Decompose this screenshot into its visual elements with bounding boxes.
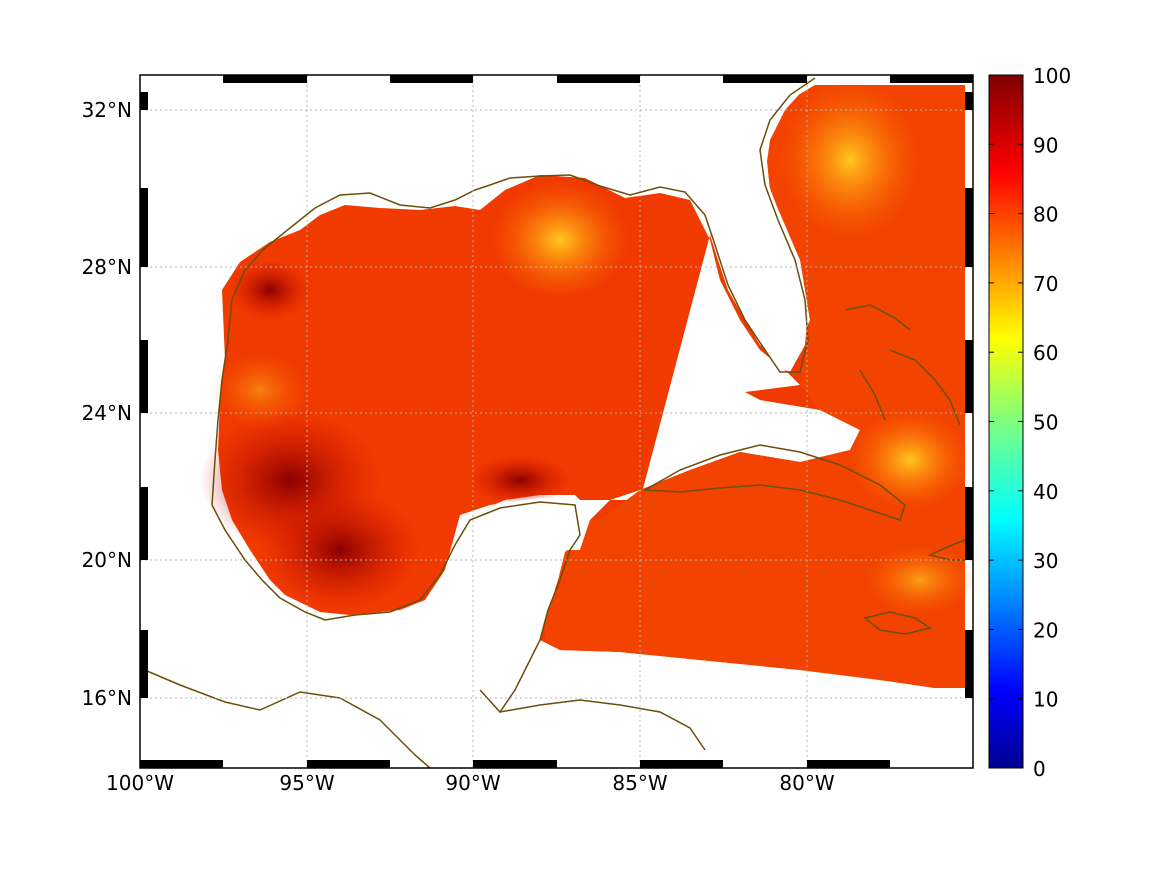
coastline-gulf-north [211, 77, 816, 506]
coastline-bahamas [844, 304, 961, 426]
lat-label-32n: 32°N [82, 98, 132, 122]
lon-label-100w: 100°W [106, 771, 174, 795]
light-spot-north-gulf [490, 180, 630, 300]
lat-label-16n: 16°N [82, 686, 132, 710]
coastline-honduras [499, 699, 706, 751]
yucatan-land [425, 498, 580, 690]
colorbar-tick-label: 100 [1033, 64, 1071, 88]
frame-seg-top-4 [723, 75, 807, 83]
colorbar-tick-label: 30 [1033, 549, 1058, 573]
lon-label-85w: 85°W [612, 771, 667, 795]
frame-seg-left-1 [140, 92, 148, 110]
lon-axis-labels: 100°W 95°W 90°W 85°W 80°W [106, 771, 835, 795]
frame-seg-right-5 [965, 630, 973, 698]
lat-label-24n: 24°N [82, 401, 132, 425]
florida-land [690, 85, 808, 372]
colorbar-tick-label: 10 [1033, 688, 1058, 712]
dark-spot-center [470, 455, 570, 505]
coastline-jamaica [863, 611, 932, 635]
frame-seg-top-3 [557, 75, 640, 83]
data-field [200, 80, 973, 688]
lat-axis-labels: 32°N 28°N 24°N 20°N 16°N [82, 98, 132, 710]
land-masks [425, 85, 808, 690]
colorbar-tick-label: 90 [1033, 133, 1058, 157]
light-spot-atlantic [780, 80, 920, 240]
frame-seg-top-1 [223, 75, 307, 83]
lon-label-90w: 90°W [445, 771, 500, 795]
light-spot-caribbean [865, 545, 973, 615]
light-spot-west [210, 350, 310, 430]
frame-seg-top-5 [890, 75, 973, 83]
dark-spot-nw [230, 260, 310, 320]
frame-seg-left-3 [140, 340, 148, 413]
colorbar-gradient [988, 74, 1024, 769]
frame-seg-left-4 [140, 487, 148, 560]
frame-seg-right-1 [965, 92, 973, 110]
colorbar-tick-label: 60 [1033, 341, 1058, 365]
colorbar-tick-label: 0 [1033, 757, 1046, 781]
lon-label-80w: 80°W [779, 771, 834, 795]
frame-seg-bottom-5 [807, 760, 890, 768]
frame-seg-left-2 [140, 188, 148, 267]
graticule [140, 75, 973, 768]
colorbar-tick-label: 20 [1033, 618, 1058, 642]
lon-label-95w: 95°W [279, 771, 334, 795]
map-frame [139, 74, 974, 769]
colorbar-tick-label: 50 [1033, 411, 1058, 435]
frame-seg-bottom-4 [640, 760, 723, 768]
lat-label-20n: 20°N [82, 548, 132, 572]
coastline-cuba [642, 444, 906, 521]
colorbar-tick-label: 70 [1033, 272, 1058, 296]
colorbar-tick-label: 40 [1033, 480, 1058, 504]
frame-seg-top-2 [390, 75, 473, 83]
colorbar-tick-label: 80 [1033, 203, 1058, 227]
lat-label-28n: 28°N [82, 255, 132, 279]
frame-seg-left-5 [140, 630, 148, 698]
coastline-mexico [211, 501, 581, 714]
frame-seg-bottom-3 [473, 760, 557, 768]
frame-seg-bottom-2 [307, 760, 390, 768]
frame-seg-right-4 [965, 487, 973, 560]
coastline-central-america [139, 667, 431, 769]
dark-spot-bay [260, 490, 420, 610]
frame-seg-bottom-1 [140, 760, 223, 768]
frame-seg-right-2 [965, 188, 973, 267]
frame-seg-right-3 [965, 340, 973, 413]
light-spot-bahamas [850, 410, 970, 510]
